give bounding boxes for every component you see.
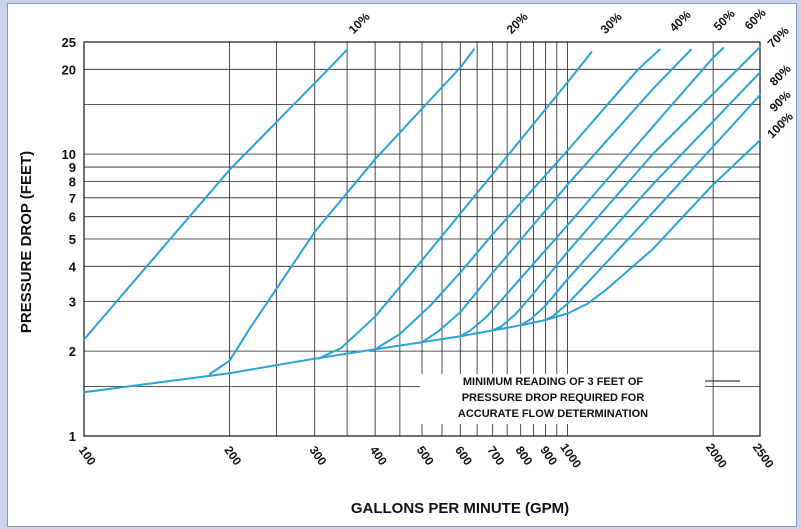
series-label: 50%	[711, 7, 738, 34]
series-line-30-percent	[317, 51, 593, 360]
y-tick-label: 10	[62, 147, 76, 162]
series-line-40-percent	[374, 48, 661, 351]
x-tick-label: 900	[537, 443, 560, 468]
y-tick-label: 3	[69, 295, 76, 310]
series-line-50-percent	[421, 48, 692, 344]
series-label: 70%	[765, 24, 792, 51]
series-label: 90%	[767, 88, 794, 115]
series-label: 100%	[764, 109, 796, 141]
annotation-line-1: MINIMUM READING OF 3 FEET OF	[463, 376, 644, 388]
x-tick-label: 100	[76, 443, 99, 468]
series-label: 30%	[598, 10, 625, 37]
series-label: 20%	[504, 10, 531, 37]
series-line-60-percent	[459, 47, 725, 338]
y-tick-label: 5	[69, 232, 76, 247]
series-label: 40%	[667, 8, 694, 35]
plot-border	[83, 41, 761, 437]
x-tick-label: 700	[484, 443, 507, 468]
y-tick-label: 1	[69, 429, 76, 444]
x-tick-label: 800	[513, 443, 536, 468]
chart-frame	[7, 3, 797, 527]
series-line-100-percent	[566, 139, 761, 315]
y-tick-label: 9	[69, 160, 76, 175]
y-tick-label: 6	[69, 210, 76, 225]
y-tick-label: 7	[69, 191, 76, 206]
x-tick-label: 2500	[750, 441, 777, 471]
annotation-backdrop	[420, 374, 705, 424]
x-tick-label: 400	[367, 443, 390, 468]
series-label: 80%	[767, 62, 794, 89]
series-line-70-percent	[491, 46, 761, 332]
x-tick-label: 500	[414, 443, 437, 468]
annotation-line-2: PRESSURE DROP REQUIRED FOR	[462, 392, 645, 404]
series-line-10-percent	[83, 48, 349, 341]
annotation-line-3: ACCURATE FLOW DETERMINATION	[458, 408, 648, 420]
annotation: MINIMUM READING OF 3 FEET OF PRESSURE DR…	[420, 374, 740, 424]
series-labels: 10% 20% 30% 40% 50% 60%70% 80%90%100%	[346, 6, 796, 141]
y-tick-label: 8	[69, 174, 76, 189]
x-tick-label: 300	[307, 443, 330, 468]
x-axis-label: GALLONS PER MINUTE (GPM)	[351, 500, 569, 517]
series-label: 60%	[742, 6, 769, 33]
y-tick-label: 2	[69, 344, 76, 359]
x-tick-label: 1000	[557, 441, 584, 471]
y-tick-label: 20	[62, 62, 76, 77]
series-line-90-percent	[544, 94, 761, 321]
series-label: 10%	[346, 10, 373, 37]
series-line-80-percent	[519, 71, 761, 327]
y-tick-label: 4	[69, 259, 77, 274]
x-tick-label: 200	[221, 443, 244, 468]
y-tick-label: 25	[62, 35, 76, 50]
flow-lines	[83, 46, 761, 394]
series-line-20-percent	[208, 48, 475, 375]
x-tick-label: 600	[452, 443, 475, 468]
y-axis-label: PRESSURE DROP (FEET)	[18, 151, 35, 333]
x-tick-label: 2000	[703, 441, 730, 471]
baseline-curve	[83, 312, 569, 394]
